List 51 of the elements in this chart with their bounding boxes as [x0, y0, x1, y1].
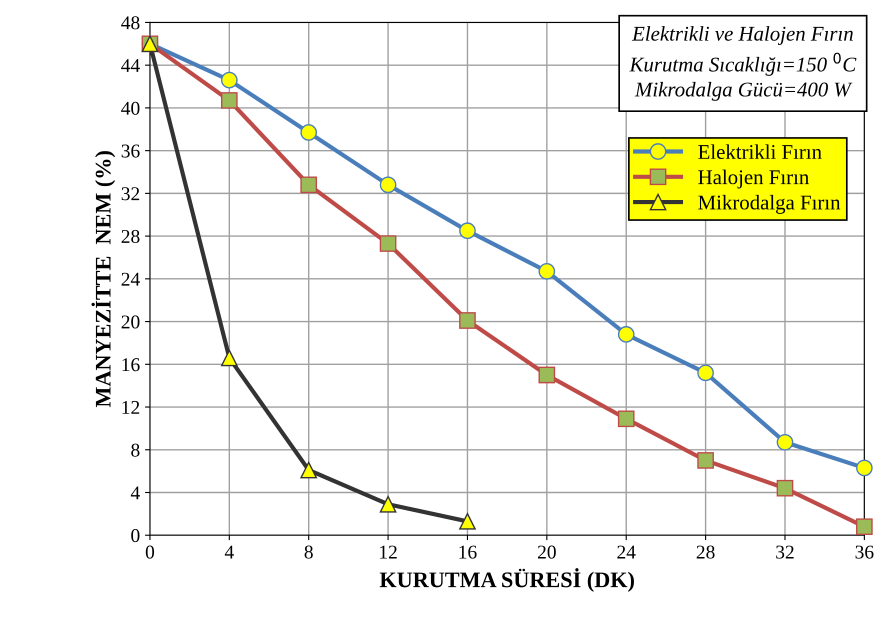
point: [459, 222, 476, 240]
x-tick-label: 4: [224, 546, 234, 558]
y-tick-label: 24: [122, 272, 140, 286]
y-tick-label: 44: [121, 59, 140, 72]
point: [538, 263, 556, 280]
point: [776, 480, 794, 497]
point: [380, 176, 396, 194]
x-tick-label: 24: [617, 546, 636, 558]
point: [220, 350, 238, 366]
x-tick-label: 28: [696, 546, 715, 559]
y-tick-label: 40: [121, 102, 140, 115]
x-tick-label: 36: [856, 546, 874, 559]
y-tick-label: 4: [130, 486, 140, 500]
point: [220, 72, 238, 88]
x-tick-label: 32: [776, 546, 794, 559]
y-tick-label: 36: [122, 144, 140, 158]
x-tick-label: 16: [459, 546, 477, 559]
point: [459, 513, 476, 530]
y-tick-label: 32: [122, 187, 140, 200]
point: [856, 518, 873, 536]
y-tick-label: 8: [131, 444, 140, 457]
point: [618, 326, 635, 343]
x-axis-title: KURUTMA SÜRESİ (DK): [380, 568, 634, 592]
y-tick-label: 28: [122, 230, 140, 244]
legend-label: Elektrikli Fırın: [698, 144, 822, 160]
legend-label: Halojen Fırın: [698, 170, 809, 189]
point: [459, 312, 476, 329]
point: [380, 496, 396, 513]
point: [697, 364, 714, 382]
y-axis-title: MANYEZİTTE NEM (%): [92, 151, 116, 408]
point: [300, 124, 318, 141]
annotation: Elektrikli ve Halojen Fırın Kurutma Sıcaklığı=150 $^{0}$C Mikrodalga Gücü=400 W: [629, 26, 856, 101]
point: [300, 462, 318, 478]
y-tick-label: 20: [122, 315, 140, 329]
x-tick-label: 0: [146, 546, 154, 559]
legend-label: Mikrodalga Fırın: [698, 194, 840, 214]
point: [618, 410, 635, 428]
y-tick-label: 12: [122, 400, 140, 414]
y-tick-label: 48: [121, 16, 140, 30]
y-tick-label: 0: [131, 529, 140, 542]
point: [856, 460, 873, 476]
x-tick-label: 8: [304, 546, 313, 559]
point: [380, 235, 396, 252]
point: [538, 366, 556, 384]
point: [220, 92, 238, 109]
point: [300, 176, 318, 194]
x-tick-label: 12: [380, 546, 397, 558]
y-tick-label: 16: [122, 358, 140, 372]
point: [776, 434, 794, 451]
x-tick-label: 20: [538, 546, 556, 559]
point: [697, 452, 714, 469]
